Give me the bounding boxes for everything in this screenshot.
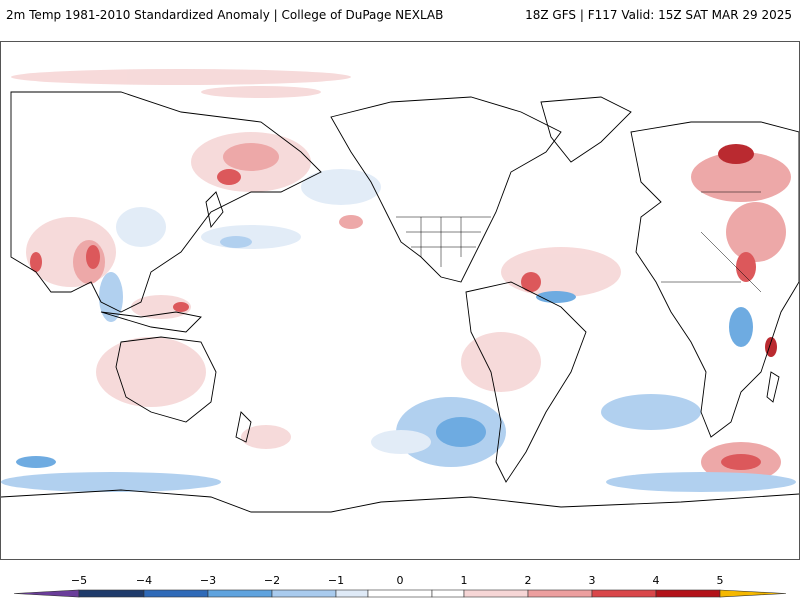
colorbar-tick-label: 2 bbox=[525, 574, 532, 587]
greenland-outline bbox=[540, 96, 632, 163]
colorbar-bin bbox=[719, 589, 787, 598]
colorbar-bin bbox=[271, 589, 337, 598]
colorbar-tick-label: 1 bbox=[461, 574, 468, 587]
colorbar-bin bbox=[78, 589, 145, 598]
colorbar-bin bbox=[13, 589, 80, 598]
anomaly-field-warm bbox=[131, 295, 191, 319]
coastlines bbox=[1, 91, 799, 513]
anomaly-field-warm bbox=[521, 272, 541, 292]
madagascar-outline bbox=[766, 371, 780, 403]
header: 2m Temp 1981-2010 Standardized Anomaly |… bbox=[0, 0, 800, 30]
colorbar-tick-label: 3 bbox=[589, 574, 596, 587]
colorbar-tick-label: −4 bbox=[136, 574, 152, 587]
anomaly-field-warm bbox=[339, 215, 363, 229]
asia-outline bbox=[10, 91, 322, 313]
japan-outline bbox=[205, 191, 224, 229]
antarctica-outline bbox=[1, 489, 799, 513]
europe-africa-outline bbox=[630, 121, 799, 438]
border-line bbox=[700, 231, 762, 293]
anomaly-field-cold bbox=[729, 307, 753, 347]
colorbar-tick-label: −3 bbox=[200, 574, 216, 587]
anomaly-field-warm bbox=[30, 252, 42, 272]
anomaly-field-cold bbox=[371, 430, 431, 454]
anomaly-map bbox=[0, 41, 800, 560]
anomaly-field-warm bbox=[217, 169, 241, 185]
anomaly-field-warm bbox=[96, 337, 206, 407]
anomaly-field-warm bbox=[736, 252, 756, 282]
colorbar-bin bbox=[367, 589, 433, 598]
north-america-outline bbox=[330, 96, 562, 283]
political-borders bbox=[396, 191, 762, 293]
colorbar-labels: −5 −4 −3 −2 −1 0 1 2 3 4 5 bbox=[71, 574, 724, 587]
anomaly-field-warm bbox=[721, 454, 761, 470]
colorbar-tick-label: −2 bbox=[264, 574, 280, 587]
anomaly-field-warm bbox=[718, 144, 754, 164]
anomaly-field-cold bbox=[220, 236, 252, 248]
anomaly-field-warm bbox=[173, 302, 189, 312]
anomaly-field-cold bbox=[301, 169, 381, 205]
anomaly-field-warm bbox=[241, 425, 291, 449]
model-valid-time: 18Z GFS | F117 Valid: 15Z SAT MAR 29 202… bbox=[525, 8, 792, 22]
colorbar-bin bbox=[527, 589, 593, 598]
anomaly-field-warm bbox=[726, 202, 786, 262]
south-america-outline bbox=[465, 281, 587, 483]
anomaly-field-cold bbox=[116, 207, 166, 247]
anomaly-field-warm bbox=[86, 245, 100, 269]
colorbar-bin bbox=[335, 589, 369, 598]
colorbar-tick-label: −1 bbox=[328, 574, 344, 587]
anomaly-field-warm bbox=[11, 69, 351, 85]
colorbar-bin bbox=[207, 589, 273, 598]
australia-outline bbox=[115, 336, 217, 423]
colorbar-bin bbox=[463, 589, 529, 598]
anomaly-field-warm bbox=[501, 247, 621, 297]
colorbar: −5 −4 −3 −2 −1 0 1 2 3 4 5 bbox=[0, 568, 800, 600]
map-canvas bbox=[1, 69, 799, 513]
anomaly-field-warm bbox=[461, 332, 541, 392]
colorbar-bin bbox=[591, 589, 657, 598]
colorbar-tick-label: 0 bbox=[397, 574, 404, 587]
anomaly-field-cold bbox=[601, 394, 701, 430]
colorbar-bins bbox=[13, 589, 787, 598]
colorbar-bin bbox=[655, 589, 721, 598]
colorbar-tick-label: −5 bbox=[71, 574, 87, 587]
maritime-asia-outline bbox=[100, 311, 202, 333]
anomaly-field-warm bbox=[201, 86, 321, 98]
colorbar-tick-label: 5 bbox=[717, 574, 724, 587]
colorbar-tick-label: 4 bbox=[653, 574, 660, 587]
map-title: 2m Temp 1981-2010 Standardized Anomaly |… bbox=[6, 8, 444, 22]
anomaly-field-cold bbox=[201, 225, 301, 249]
colorbar-bin bbox=[143, 589, 209, 598]
anomaly-field-cold bbox=[16, 456, 56, 468]
new-zealand-outline bbox=[235, 411, 252, 443]
anomaly-field-warm bbox=[691, 152, 791, 202]
anomaly-field-cold bbox=[436, 417, 486, 447]
colorbar-bin bbox=[431, 589, 465, 598]
anomaly-fields bbox=[1, 69, 796, 492]
anomaly-field-warm bbox=[223, 143, 279, 171]
colorbar-canvas: −5 −4 −3 −2 −1 0 1 2 3 4 5 bbox=[13, 574, 787, 598]
anomaly-field-cold bbox=[606, 472, 796, 492]
anomaly-field-cold bbox=[1, 472, 221, 492]
